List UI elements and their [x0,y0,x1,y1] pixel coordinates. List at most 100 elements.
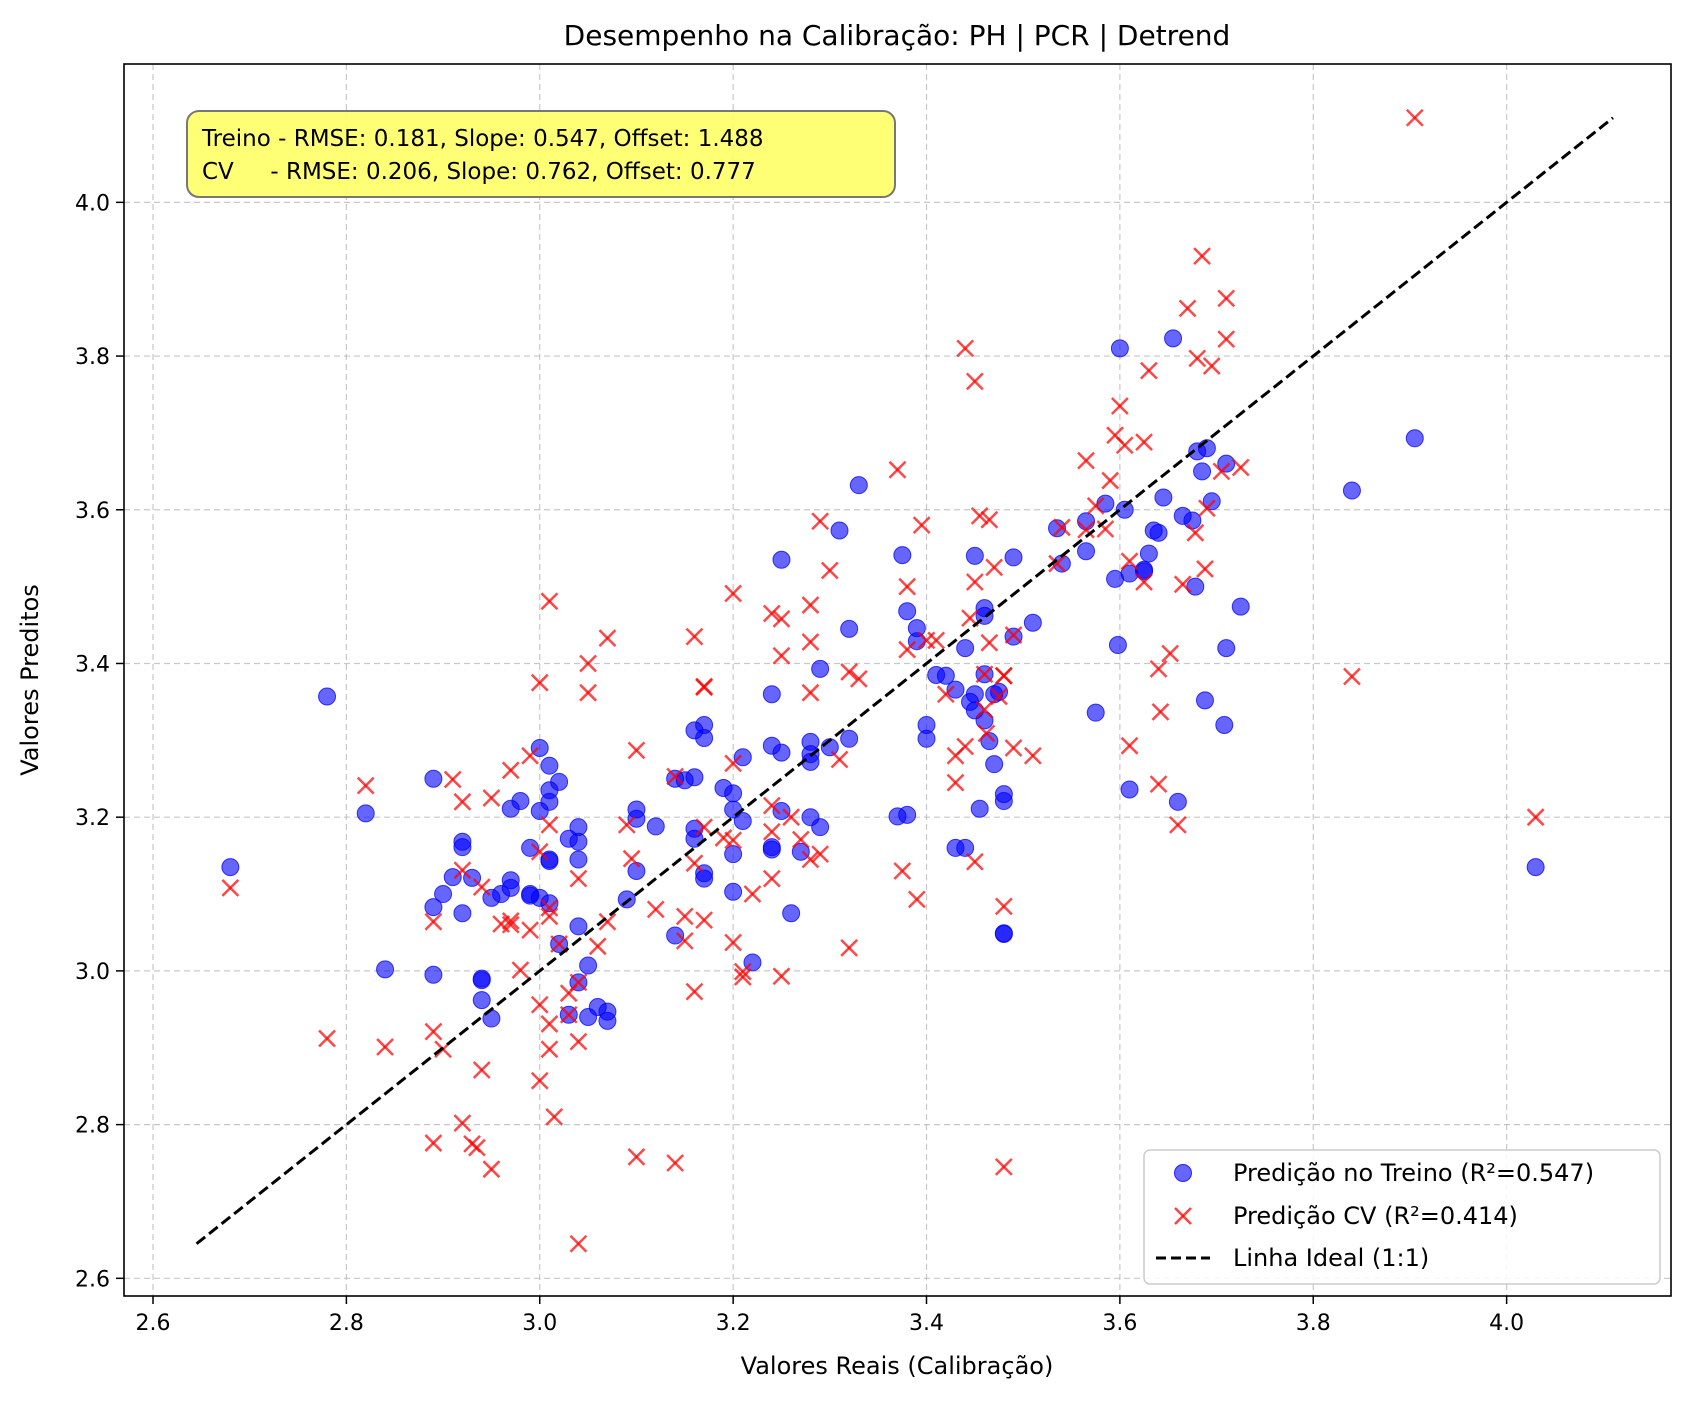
train-point [434,885,453,904]
train-point [569,832,588,851]
train-point [772,802,791,821]
series-cv-points [221,108,1545,1253]
cv-point [1173,575,1192,594]
train-point [965,685,984,704]
legend-cv-marker [1174,1207,1192,1225]
train-point [453,904,472,923]
cv-point [482,789,501,807]
cv-point [675,932,694,950]
train-point [956,639,975,658]
train-point [1217,454,1236,473]
train-point [772,550,791,569]
cv-point [956,339,975,358]
train-point [811,659,830,678]
train-point [994,924,1013,943]
cv-point [376,1038,394,1056]
train-point [975,711,994,730]
train-point [936,666,955,685]
train-point [540,894,559,913]
cv-point [733,962,752,981]
cv-point [1120,736,1139,755]
cv-point [472,1061,491,1079]
cv-point [975,700,994,719]
cv-point [424,1022,443,1041]
train-point [221,858,240,877]
cv-point [511,961,530,980]
cv-point [666,1154,685,1172]
cv-point [893,862,912,880]
train-point [762,685,781,704]
train-point [1110,339,1129,358]
x-axis-label: Valores Reais (Calibração) [741,1352,1054,1380]
train-point [791,842,810,861]
y-tick-label: 4.0 [75,191,110,216]
cv-point [1023,746,1042,765]
cv-point [1135,573,1153,591]
train-point [627,809,646,828]
cv-point [1149,659,1168,678]
train-point [511,792,530,811]
cv-point [1149,775,1168,794]
train-point [1154,488,1173,507]
cv-point [1115,436,1134,455]
cv-point [550,935,568,953]
train-point [453,838,472,857]
train-point [1342,481,1361,500]
cv-point [912,516,931,535]
cv-point [849,669,868,688]
train-point [376,960,395,979]
train-point [1183,511,1202,530]
train-point [666,926,685,945]
cv-point [1140,361,1158,380]
cv-point [762,604,781,623]
y-tick-label: 3.8 [75,345,110,370]
stats-line-train: Treino - RMSE: 0.181, Slope: 0.547, Offs… [201,126,764,152]
x-tick-label: 3.4 [909,1311,944,1336]
cv-point [1110,397,1129,415]
cv-point [980,510,999,529]
cv-point [1217,289,1236,308]
cv-point [540,815,559,834]
cv-point [356,776,375,795]
train-point [617,890,636,909]
train-point [733,812,752,831]
cv-point [898,577,917,596]
y-axis-ticks: 2.6 2.8 3.0 3.2 3.4 3.6 3.8 4.0 [75,191,124,1292]
train-point [990,682,1009,701]
train-point [830,521,849,540]
cv-point [927,631,946,650]
cv-point [1231,458,1250,477]
cv-point [530,673,549,692]
cv-point [811,512,830,531]
train-point [1086,703,1105,722]
cv-point [1526,808,1545,827]
cv-point [975,665,994,684]
x-tick-label: 3.8 [1296,1311,1331,1336]
stats-box: Treino - RMSE: 0.181, Slope: 0.547, Offs… [186,110,896,198]
train-point [1405,429,1424,448]
cv-point [801,633,820,651]
cv-point [540,1015,559,1033]
cv-point [782,808,801,827]
cv-point [468,1138,486,1157]
train-point [840,729,859,748]
cv-point [956,737,975,756]
cv-point [888,460,907,479]
cv-point [695,678,714,697]
cv-point [762,869,781,888]
train-point [1135,562,1154,581]
train-point [772,743,791,762]
cv-point [1196,560,1214,578]
train-point [893,546,912,565]
train-point [472,969,491,988]
x-tick-label: 2.6 [136,1311,171,1336]
train-point [946,680,965,699]
cv-point [622,849,641,868]
train-point [1120,780,1139,799]
cv-point [762,796,781,815]
train-point [762,838,781,857]
train-point [965,546,984,565]
cv-point [472,878,491,897]
cv-point [1212,462,1231,481]
cv-point [443,770,462,789]
